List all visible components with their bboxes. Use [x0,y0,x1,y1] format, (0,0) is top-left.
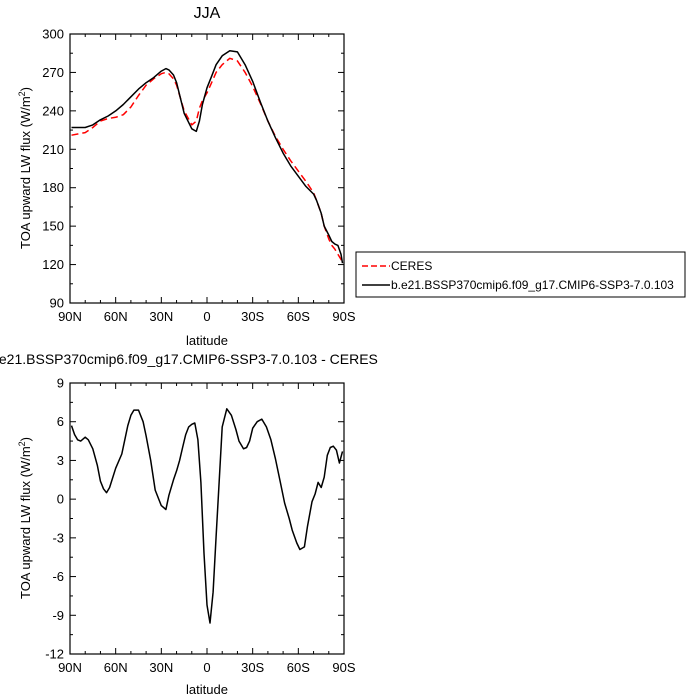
top-y-tick-label: 120 [42,257,64,272]
bottom-y-tick-label: -6 [52,569,64,584]
bottom-axis-ticks [69,382,345,655]
bottom-y-axis-label: TOA upward LW flux (W/m2) [17,437,33,599]
bottom-y-axis-label-tail: ) [18,437,33,441]
bottom-x-tick-label: 30S [241,660,264,675]
bottom-x-tick-labels: 90N 60N 30N 0 30S 60S 90S [58,660,356,675]
top-x-tick-label: 60S [287,309,310,324]
bottom-x-tick-label: 0 [203,660,210,675]
bottom-y-axis-label-main: TOA upward LW flux (W/m [18,446,33,599]
top-y-tick-label: 150 [42,219,64,234]
bottom-y-tick-label: -9 [52,608,64,623]
bottom-x-tick-label: 90N [58,660,82,675]
top-y-tick-label: 210 [42,142,64,157]
bottom-plot-frame [69,382,345,655]
top-x-tick-label: 90N [58,309,82,324]
top-y-tick-label: 180 [42,180,64,195]
bottom-series-lines [70,408,344,624]
top-x-axis-label: latitude [186,333,228,348]
top-series-lines [71,49,344,264]
top-y-tick-label: 90 [50,296,64,311]
bottom-series-0-line [70,408,344,624]
bottom-x-tick-label: 90S [332,660,355,675]
top-x-tick-label: 30S [241,309,264,324]
bottom-y-axis-label-sup: 2 [17,441,27,446]
top-x-tick-label: 0 [203,309,210,324]
legend-box [355,251,686,298]
bottom-x-tick-label: 30N [149,660,173,675]
bottom-chart-title: .e21.BSSP370cmip6.f09_g17.CMIP6-SSP3-7.0… [0,351,378,367]
top-y-axis-label-tail: ) [18,87,33,91]
legend-model-label: b.e21.BSSP370cmip6.f09_g17.CMIP6-SSP3-7.… [391,278,674,292]
top-y-tick-label: 300 [42,27,64,42]
top-y-axis-label-main: TOA upward LW flux (W/m [18,96,33,249]
bottom-x-tick-label: 60N [104,660,128,675]
top-x-tick-labels: 90N 60N 30N 0 30S 60S 90S [58,309,356,324]
legend: CERES b.e21.BSSP370cmip6.f09_g17.CMIP6-S… [355,251,686,298]
bottom-x-axis-label: latitude [186,682,228,697]
bottom-panel: .e21.BSSP370cmip6.f09_g17.CMIP6-SSP3-7.0… [0,351,378,697]
bottom-y-tick-label: 9 [57,376,64,391]
top-y-tick-label: 240 [42,103,64,118]
top-y-tick-labels: 90 120 150 180 210 240 270 300 [42,27,64,311]
bottom-y-tick-label: 0 [57,492,64,507]
legend-ceres-label: CERES [391,259,432,273]
top-panel: JJA 90N 60N 30N 0 30S 60S 90S 90 120 150 180 210 24… [17,5,356,348]
top-series-1-line [71,49,344,264]
bottom-x-tick-label: 60S [287,660,310,675]
bottom-y-tick-label: 6 [57,414,64,429]
bottom-y-tick-label: -12 [45,647,64,662]
top-x-tick-label: 60N [104,309,128,324]
top-plot-frame [69,33,345,304]
top-y-axis-label-sup: 2 [17,91,27,96]
top-x-tick-label: 30N [149,309,173,324]
top-axis-ticks [69,33,345,304]
top-chart-title: JJA [194,5,221,22]
top-y-axis-label: TOA upward LW flux (W/m2) [17,87,33,249]
bottom-y-tick-labels: -12 -9 -6 -3 0 3 6 9 [45,376,64,662]
bottom-y-tick-label: 3 [57,453,64,468]
top-x-tick-label: 90S [332,309,355,324]
top-y-tick-label: 270 [42,65,64,80]
bottom-y-tick-label: -3 [52,530,64,545]
